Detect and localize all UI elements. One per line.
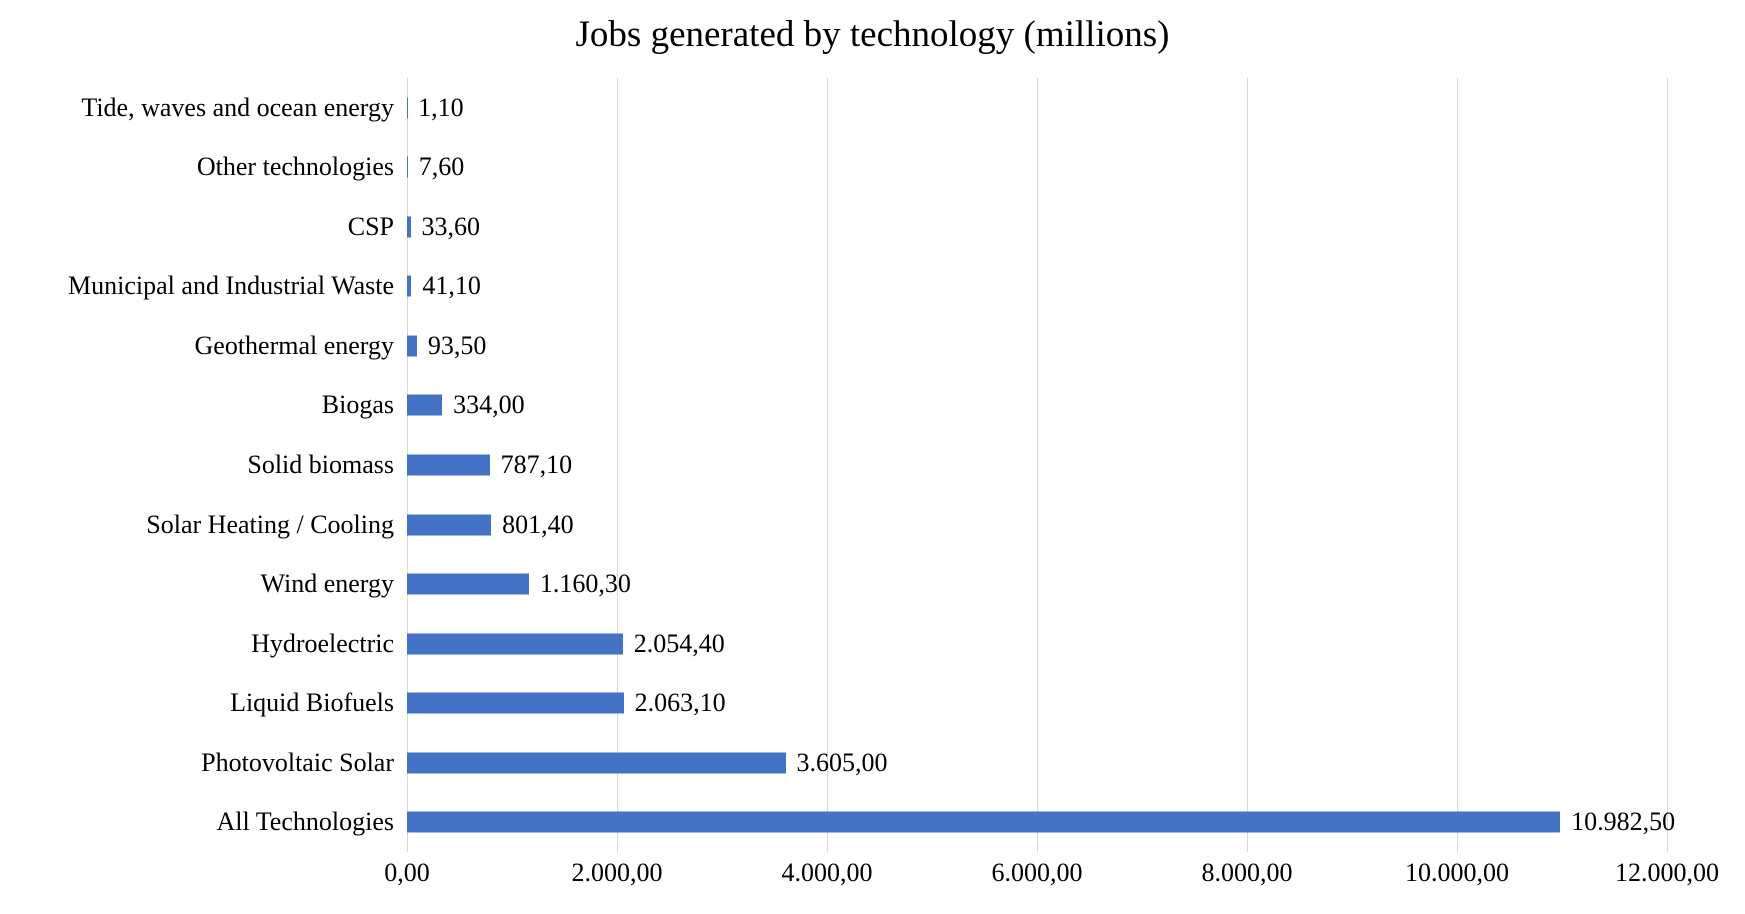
- x-tick-label: 10.000,00: [1405, 858, 1509, 887]
- x-tick-label: 12.000,00: [1615, 858, 1719, 887]
- category-label: Hydroelectric: [251, 628, 394, 658]
- x-tick-label: 8.000,00: [1201, 858, 1293, 887]
- bar: [407, 216, 411, 238]
- category-label: Tide, waves and ocean energy: [81, 92, 394, 122]
- category-label: Liquid Biofuels: [230, 688, 394, 718]
- gridline: [1037, 78, 1038, 852]
- bar: [407, 514, 492, 536]
- category-label: CSP: [347, 211, 394, 241]
- x-axis: 0,00 2.000,00 4.000,00 6.000,00 8.000,00 10.0…: [384, 858, 1719, 900]
- bar-row: Photovoltaic Solar 3.605,00: [201, 733, 1667, 793]
- bar: [407, 454, 490, 476]
- value-label: 3.605,00: [796, 747, 888, 777]
- value-label: 801,40: [502, 509, 574, 539]
- x-tick-label: 6.000,00: [991, 858, 1083, 887]
- gridline: [1247, 78, 1248, 852]
- value-label: 334,00: [453, 390, 525, 420]
- value-label: 2.054,40: [633, 628, 725, 658]
- x-tick-label: 4.000,00: [781, 858, 873, 887]
- value-label: 41,10: [422, 271, 481, 301]
- bar-row: Solar Heating / Cooling 801,40: [146, 495, 1667, 555]
- bar-row: Wind energy 1.160,30: [261, 554, 1667, 614]
- category-label: All Technologies: [216, 807, 394, 837]
- bar-row: Hydroelectric 2.054,40: [251, 614, 1667, 674]
- bar-row: Solid biomass 787,10: [247, 435, 1667, 495]
- value-label: 1,10: [418, 92, 464, 122]
- bar: [407, 394, 443, 416]
- bar-row: Liquid Biofuels 2.063,10: [230, 673, 1667, 733]
- bar-row: Tide, waves and ocean energy 1,10: [81, 78, 1667, 138]
- category-label: Solid biomass: [247, 449, 394, 479]
- x-tick-label: 2.000,00: [571, 858, 663, 887]
- gridline: [1667, 78, 1668, 852]
- bar-row: CSP 33,60: [348, 197, 1667, 257]
- value-label: 93,50: [427, 330, 487, 360]
- bar: [407, 156, 408, 178]
- value-label: 2.063,10: [634, 688, 726, 718]
- bar: [407, 811, 1561, 833]
- gridline: [827, 78, 828, 852]
- bar: [407, 692, 624, 714]
- category-label: Municipal and Industrial Waste: [68, 271, 394, 301]
- bar-row: Municipal and Industrial Waste 41,10: [68, 257, 1667, 317]
- bar-row: Geothermal energy 93,50: [195, 316, 1667, 376]
- bar: [407, 573, 529, 595]
- gridline: [1457, 78, 1458, 852]
- category-label: Geothermal energy: [194, 330, 395, 360]
- value-label: 33,60: [421, 211, 481, 241]
- x-tick-label: 0,00: [384, 858, 430, 887]
- category-label: Wind energy: [260, 569, 395, 599]
- bar: [407, 275, 412, 297]
- category-label: Other technologies: [196, 152, 394, 182]
- bar: [407, 752, 786, 774]
- category-label: Biogas: [321, 390, 394, 420]
- bar: [407, 633, 623, 655]
- value-label: 10.982,50: [1571, 807, 1676, 837]
- bar: [407, 335, 417, 357]
- category-label: Solar Heating / Cooling: [146, 509, 394, 539]
- bar-row: Other technologies 7,60: [197, 138, 1667, 198]
- chart-title: Jobs generated by technology (millions): [575, 14, 1170, 55]
- category-label: Photovoltaic Solar: [201, 747, 394, 777]
- gridline: [617, 78, 618, 852]
- bar-row: All Technologies 10.982,50: [216, 792, 1675, 852]
- value-label: 787,10: [500, 449, 573, 479]
- value-label: 1.160,30: [539, 569, 631, 599]
- value-label: 7,60: [418, 152, 465, 182]
- plot-area: Tide, waves and ocean energy 1,10 Other te…: [68, 78, 1675, 852]
- bar-row: Biogas 334,00: [322, 376, 1667, 436]
